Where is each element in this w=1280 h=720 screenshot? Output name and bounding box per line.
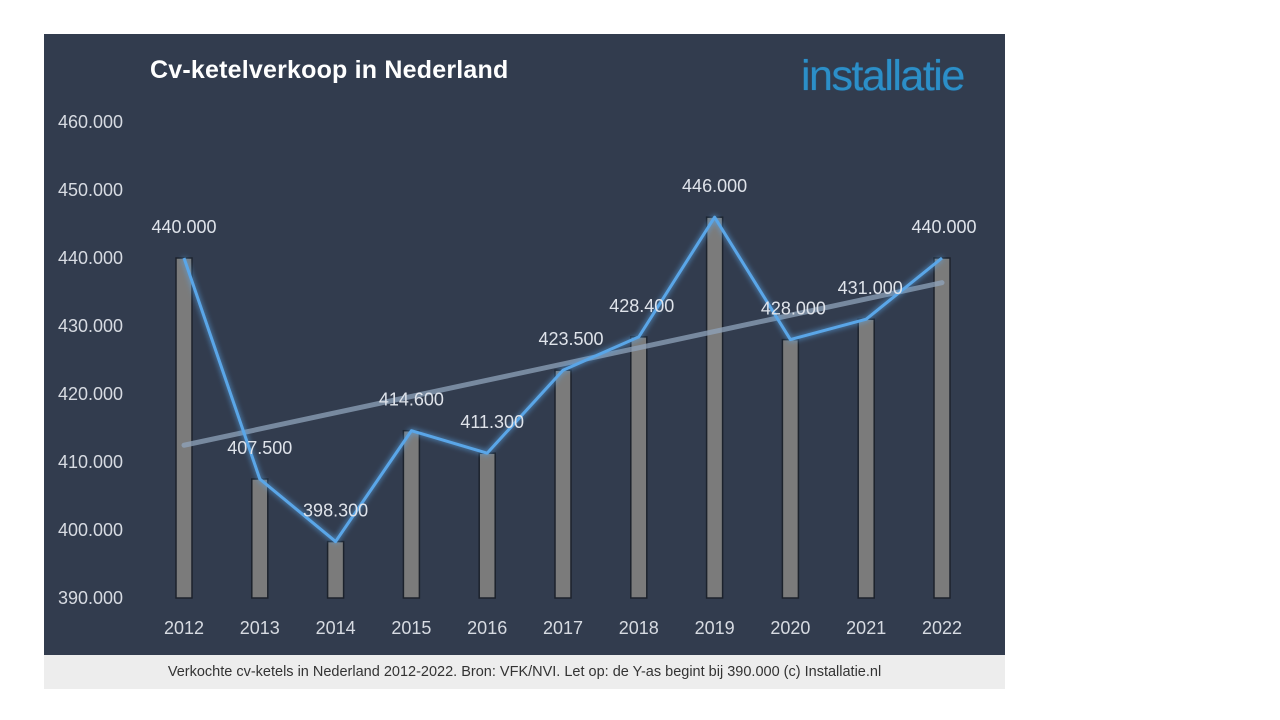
chart-panel: 390.000 400.000 410.000 420.000 430.000 440.0… [44,34,1005,655]
y-tick-label: 460.000 [58,112,123,132]
x-tick-label: 2016 [467,618,507,638]
y-tick-label: 420.000 [58,384,123,404]
data-label: 440.000 [911,217,976,237]
bar [175,257,193,599]
caption-bar: Verkochte cv-ketels in Nederland 2012-20… [44,655,1005,689]
data-label: 431.000 [838,278,903,298]
x-tick-label: 2021 [846,618,886,638]
caption-text: Verkochte cv-ketels in Nederland 2012-20… [167,664,882,680]
bar [857,318,875,599]
data-label: 428.000 [761,299,826,319]
brand-logo: installatie [801,52,965,100]
x-tick-label: 2019 [695,618,735,638]
trendline-group [181,280,945,448]
x-tick-label: 2015 [391,618,431,638]
data-label: 407.500 [227,438,292,458]
data-label: 411.300 [460,412,524,432]
x-tick-label: 2017 [543,618,583,638]
data-labels: 440.000 407.500 398.300 414.600 411.300 423.5… [151,176,976,520]
bar [402,429,421,599]
bar [478,452,496,599]
y-tick-label: 410.000 [58,452,123,472]
x-tick-label: 2018 [619,618,659,638]
trendline [181,280,945,448]
x-axis-ticks: 2012 2013 2014 2015 2016 2017 2018 2019 2020 2021… [164,618,962,638]
data-label: 398.300 [303,501,368,521]
x-tick-label: 2022 [922,618,962,638]
chart-canvas: 390.000 400.000 410.000 420.000 430.000 440.0… [58,112,977,638]
bar [630,336,648,599]
series-line [182,215,943,544]
y-tick-label: 400.000 [58,520,123,540]
bar [251,478,269,599]
y-tick-label: 430.000 [58,316,123,336]
bars [175,216,951,599]
data-label: 428.400 [609,296,674,316]
x-tick-label: 2020 [770,618,810,638]
series-line-group [182,215,943,544]
data-label: 440.000 [151,217,216,237]
x-tick-label: 2012 [164,618,204,638]
y-tick-label: 440.000 [58,248,123,268]
y-tick-label: 450.000 [58,180,123,200]
chart-title: Cv-ketelverkoop in Nederland [150,56,509,84]
y-axis-ticks: 390.000 400.000 410.000 420.000 430.000 440.0… [58,112,123,608]
data-label: 414.600 [379,390,444,410]
bar [554,369,572,599]
x-tick-label: 2014 [316,618,356,638]
bar [933,257,951,599]
x-tick-label: 2013 [240,618,280,638]
bar [781,338,800,599]
data-label: 446.000 [682,176,747,196]
data-label: 423.500 [538,329,603,349]
y-tick-label: 390.000 [58,588,123,608]
bar [326,540,345,599]
bar [705,216,724,599]
